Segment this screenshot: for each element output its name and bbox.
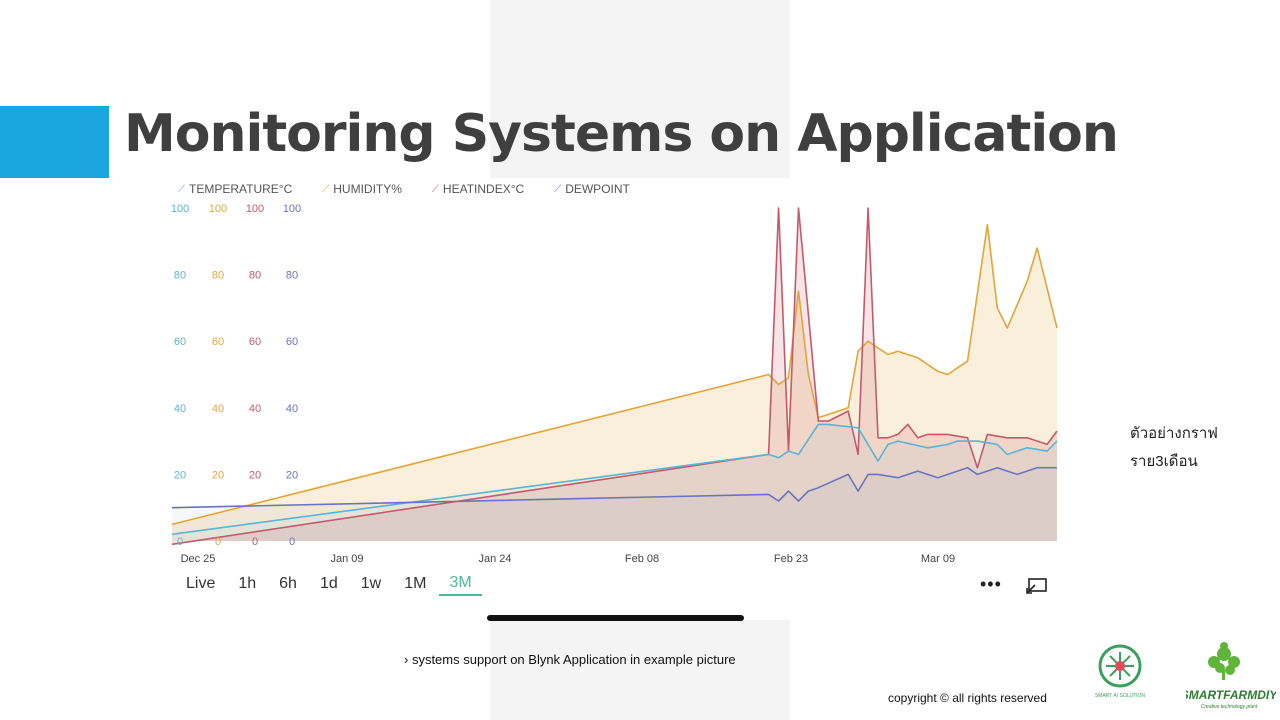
y-tick-label: 60 (249, 336, 261, 348)
x-tick-label: Feb 23 (774, 553, 808, 565)
y-tick-label: 60 (212, 336, 224, 348)
x-tick-label: Jan 24 (478, 553, 511, 565)
tab-6h[interactable]: 6h (279, 575, 297, 592)
line-chart: 0 20 40 60 80 100 0 20 40 60 80 100 0 20 40 60 80 100 0 20 4… (171, 203, 1058, 565)
y-tick-label: 20 (212, 469, 224, 481)
copyright-text: copyright © all rights reserved (888, 691, 1047, 705)
svg-text:SMART AI SOLUTION: SMART AI SOLUTION (1095, 693, 1145, 699)
legend-item[interactable]: ⟋ HUMIDITY% (322, 182, 402, 196)
legend-label: TEMPERATURE°C (189, 182, 293, 196)
legend-item[interactable]: ⟋ HEATINDEX°C (432, 182, 524, 196)
y-tick-label: 0 (289, 536, 295, 548)
side-note: ตัวอย่างกราฟ ราย3เดือน (1130, 420, 1218, 476)
x-tick-label: Jan 09 (330, 553, 363, 565)
more-dots-icon[interactable]: ••• (980, 574, 1002, 594)
y-tick-label: 60 (174, 336, 186, 348)
tab-3m[interactable]: 3M (439, 572, 482, 596)
y-tick-label: 100 (209, 203, 227, 215)
chart-legend: ⟋ TEMPERATURE°C ⟋ HUMIDITY% ⟋ HEATINDEX°C ⟋ DEW… (178, 182, 660, 196)
y-tick-label: 80 (286, 270, 298, 282)
legend-item[interactable]: ⟋ TEMPERATURE°C (178, 182, 292, 196)
series-line-3 (171, 466, 1057, 509)
legend-line-icon: ⟋ (554, 183, 562, 195)
y-tick-label: 0 (252, 536, 258, 548)
legend-label: HUMIDITY% (333, 182, 402, 196)
tab-live[interactable]: Live (186, 575, 216, 592)
series-area-1 (172, 224, 1057, 541)
series-line-1 (171, 223, 1058, 526)
y-tick-label: 20 (249, 469, 261, 481)
legend-line-icon: ⟋ (431, 183, 439, 195)
series-line-2 (171, 207, 1058, 546)
legend-line-icon: ⟋ (178, 183, 185, 195)
smartfarmdiy-logo: SMARTFARMDIY Creative technology plant (1186, 642, 1276, 710)
y-tick-label: 100 (246, 203, 264, 215)
svg-text:Creative technology plant: Creative technology plant (1201, 704, 1258, 710)
x-tick-label: Dec 25 (181, 553, 216, 565)
legend-label: DEWPOINT (565, 182, 630, 196)
y-tick-label: 40 (249, 403, 261, 415)
y-tick-label: 0 (215, 536, 221, 548)
x-tick-label: Mar 09 (921, 553, 955, 565)
y-tick-label: 40 (286, 403, 298, 415)
series-line-0 (171, 423, 1058, 536)
series-area-3 (172, 467, 1057, 541)
tab-1w[interactable]: 1w (360, 575, 382, 592)
expand-icon[interactable] (1026, 576, 1048, 594)
y-tick-label: 60 (286, 336, 298, 348)
y-tick-label: 80 (249, 270, 261, 282)
chart-panel: 0 20 40 60 80 100 0 20 40 60 80 100 0 20 40 60 80 100 0 20 4… (160, 178, 1070, 620)
y-tick-label: 100 (283, 203, 301, 215)
legend-label: HEATINDEX°C (442, 182, 525, 196)
time-range-tabs: Live 1h 6h 1d 1w 1M 3M (176, 572, 485, 596)
home-indicator-bar (487, 615, 744, 621)
series-area-2 (172, 208, 1057, 545)
caption: › systems support on Blynk Application i… (404, 652, 736, 667)
series-area-0 (172, 424, 1057, 541)
side-note-line2: ราย3เดือน (1130, 453, 1198, 470)
svg-text:SMARTFARMDIY: SMARTFARMDIY (1186, 688, 1276, 702)
y-tick-label: 40 (212, 403, 224, 415)
y-tick-label: 100 (171, 203, 189, 215)
side-note-line1: ตัวอย่างกราฟ (1130, 425, 1218, 442)
y-tick-label: 20 (286, 469, 298, 481)
y-tick-label: 40 (174, 403, 186, 415)
x-tick-label: Feb 08 (625, 553, 659, 565)
tab-1m[interactable]: 1M (404, 575, 427, 592)
y-tick-label: 80 (212, 270, 224, 282)
smart-ai-solution-logo: SMART AI SOLUTION (1095, 644, 1145, 699)
legend-line-icon: ⟋ (322, 183, 330, 195)
y-tick-label: 0 (177, 536, 183, 548)
tab-1h[interactable]: 1h (238, 575, 257, 592)
y-tick-label: 20 (174, 469, 186, 481)
title-accent-bar (0, 106, 109, 178)
legend-item[interactable]: ⟋ DEWPOINT (554, 182, 630, 196)
y-tick-label: 80 (174, 270, 186, 282)
slide-title: Monitoring Systems on Application (124, 104, 1119, 164)
tab-1d[interactable]: 1d (319, 575, 338, 592)
